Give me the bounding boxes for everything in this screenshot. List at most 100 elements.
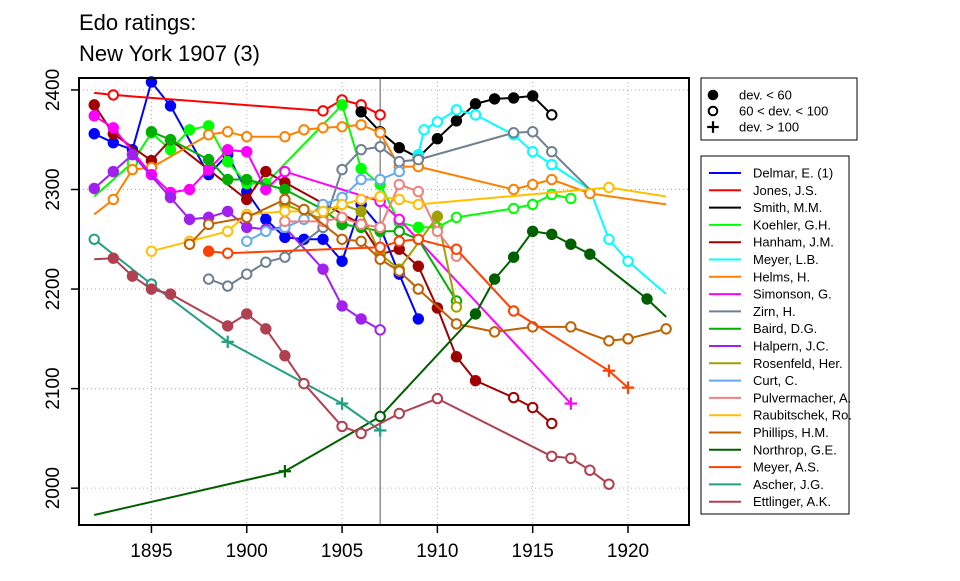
series-17 xyxy=(93,225,667,516)
data-point xyxy=(183,213,196,226)
data-point xyxy=(183,238,196,250)
data-point xyxy=(221,225,234,238)
data-point xyxy=(279,231,291,243)
series-legend-label: Halpern, J.C. xyxy=(753,339,829,354)
data-point xyxy=(603,478,615,490)
data-point xyxy=(393,235,405,247)
data-point xyxy=(526,126,539,138)
data-point xyxy=(317,233,329,245)
data-point xyxy=(317,105,329,117)
data-point xyxy=(526,225,539,238)
data-point xyxy=(431,210,444,223)
data-point xyxy=(546,450,558,463)
series-legend-label: Hanham, J.M. xyxy=(753,235,834,250)
series-legend-label: Delmar, E. (1) xyxy=(753,166,833,181)
x-tick-label: 1915 xyxy=(512,541,554,562)
y-tick-label: 2300 xyxy=(43,168,64,210)
data-point xyxy=(707,89,719,101)
data-point xyxy=(526,198,539,211)
data-point xyxy=(546,228,558,241)
series-legend-label: Rosenfeld, Her. xyxy=(753,356,843,371)
series-1 xyxy=(88,76,425,325)
series-legend-box xyxy=(700,155,850,515)
data-point xyxy=(546,109,558,121)
data-point xyxy=(546,158,558,171)
data-point xyxy=(393,141,405,154)
data-point xyxy=(298,203,310,216)
data-point xyxy=(88,128,100,140)
data-point xyxy=(241,308,253,320)
data-point xyxy=(107,193,120,206)
data-point xyxy=(355,119,367,131)
data-point xyxy=(641,293,653,305)
marker-legend-label: dev. > 100 xyxy=(739,120,799,135)
data-point xyxy=(450,301,463,313)
data-point xyxy=(279,131,291,143)
data-point xyxy=(279,205,291,218)
data-point xyxy=(565,192,577,205)
data-point xyxy=(507,202,520,215)
data-point xyxy=(488,93,501,105)
plot-area xyxy=(79,76,689,525)
data-point xyxy=(546,188,558,201)
data-point xyxy=(507,305,520,317)
data-point xyxy=(221,205,234,218)
data-point xyxy=(126,163,139,176)
data-point xyxy=(107,252,120,264)
data-point xyxy=(412,233,425,245)
data-point xyxy=(279,350,291,362)
data-point xyxy=(260,225,272,238)
data-point xyxy=(336,233,348,245)
data-point xyxy=(88,99,100,111)
data-point xyxy=(355,205,367,218)
data-point xyxy=(355,162,367,175)
data-point xyxy=(355,193,367,206)
data-point xyxy=(241,268,253,280)
data-point xyxy=(336,420,348,433)
data-point xyxy=(546,145,558,158)
marker-legend-box xyxy=(700,77,858,141)
data-point xyxy=(603,233,615,245)
data-point xyxy=(431,225,444,238)
data-point xyxy=(412,198,425,211)
data-point xyxy=(469,374,482,387)
data-point xyxy=(145,126,158,138)
data-point xyxy=(507,183,520,196)
data-point xyxy=(412,283,425,295)
data-point xyxy=(507,391,520,404)
series-4 xyxy=(93,99,577,234)
data-point xyxy=(393,265,405,277)
series-legend-label: Koehler, G.H. xyxy=(753,217,831,232)
data-point xyxy=(145,76,158,88)
series-16 xyxy=(183,193,672,347)
data-point xyxy=(526,90,539,102)
data-point xyxy=(412,221,425,234)
data-point xyxy=(546,417,558,430)
series-legend-label: Smith, M.M. xyxy=(753,200,822,215)
data-point xyxy=(393,193,405,206)
data-point xyxy=(469,109,482,121)
data-point xyxy=(393,165,405,178)
data-point xyxy=(164,191,177,204)
data-point xyxy=(355,235,367,247)
data-point xyxy=(279,215,291,228)
series-legend: Delmar, E. (1) Jones, J.S. Smith, M.M. Koeh… xyxy=(700,155,852,515)
data-point xyxy=(526,401,539,414)
data-point xyxy=(374,190,386,203)
data-point xyxy=(164,134,177,146)
x-tick-label: 1905 xyxy=(321,541,363,562)
data-point xyxy=(279,251,291,263)
data-point xyxy=(602,364,616,377)
data-point xyxy=(164,143,177,156)
data-point xyxy=(418,124,430,136)
series-6 xyxy=(412,104,667,295)
data-point xyxy=(335,397,349,410)
y-tick-label: 2200 xyxy=(43,268,64,310)
data-point xyxy=(317,263,329,275)
data-point xyxy=(279,193,291,206)
data-point xyxy=(374,253,386,265)
data-point xyxy=(393,407,405,420)
x-tick-label: 1910 xyxy=(416,541,458,562)
x-tick-label: 1895 xyxy=(130,541,172,562)
